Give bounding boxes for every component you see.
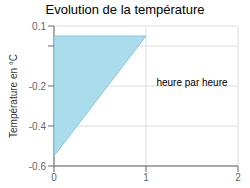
svg-text:0.1: 0.1	[32, 21, 46, 32]
svg-text:-0.2: -0.2	[29, 81, 47, 92]
svg-text:Température en °C: Température en °C	[8, 54, 19, 138]
svg-text:2: 2	[235, 172, 241, 183]
svg-text:heure par heure: heure par heure	[156, 77, 228, 88]
svg-text:-0.4: -0.4	[29, 121, 47, 132]
svg-text:1: 1	[143, 172, 149, 183]
svg-text:-0.6: -0.6	[29, 161, 47, 172]
html-text:Evolution de la température: Evolution de la température	[45, 2, 205, 17]
svg-text:0: 0	[51, 172, 57, 183]
